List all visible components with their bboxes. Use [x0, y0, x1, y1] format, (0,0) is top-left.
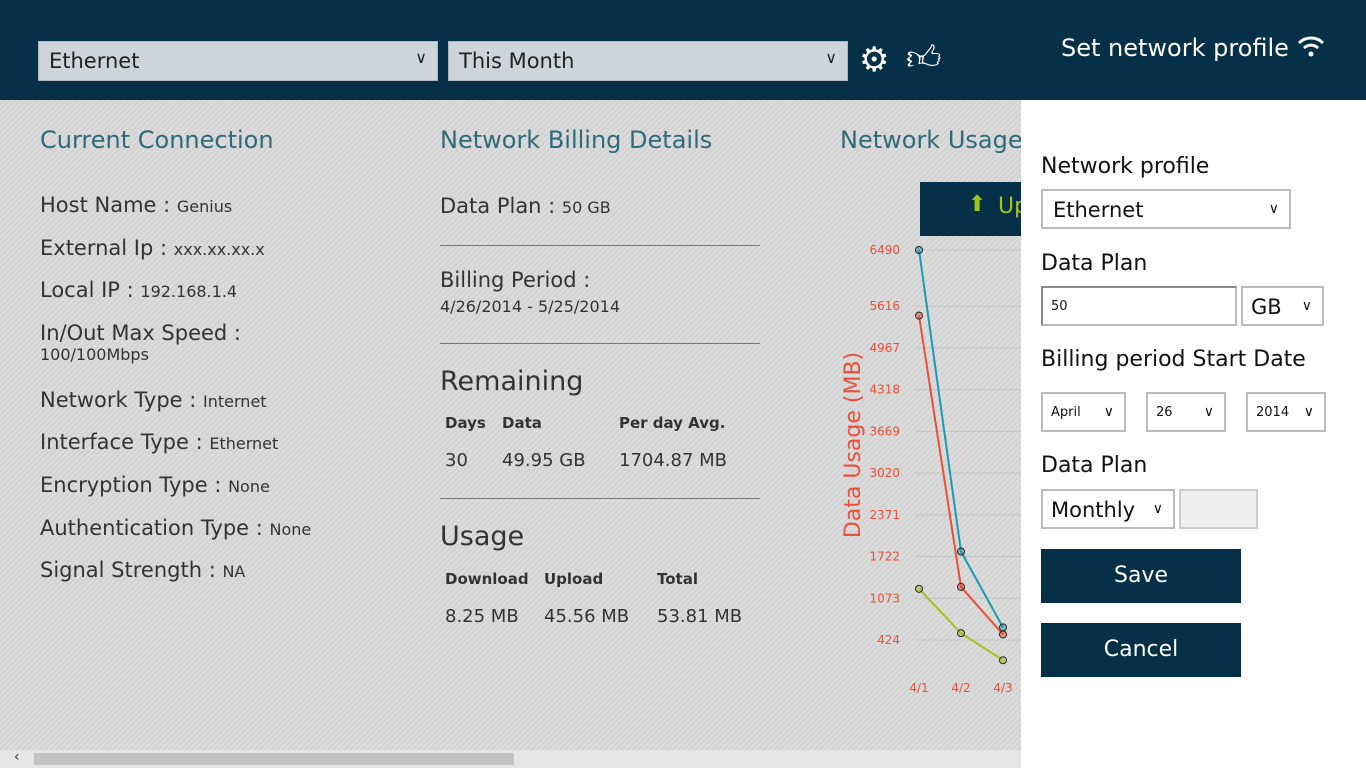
plan-unit-select[interactable]: GB ∨	[1241, 286, 1324, 326]
series-line	[918, 588, 1004, 662]
top-bar: Ethernet ∨ This Month ∨ ⚙ 👍︎ Set network p…	[0, 0, 1366, 100]
data-point	[999, 656, 1007, 665]
x-tick-label: 4/3	[993, 681, 1012, 695]
cancel-button[interactable]: Cancel	[1041, 623, 1241, 677]
y-tick-label: 4318	[869, 383, 900, 397]
data-header: Data	[502, 414, 542, 432]
current-connection-title: Current Connection	[40, 126, 274, 154]
usage-title: Usage	[440, 521, 525, 552]
y-tick-label: 5616	[869, 299, 900, 313]
main-content: Current Connection Host Name : Genius Ext…	[0, 100, 1040, 750]
scroll-thumb[interactable]	[34, 753, 514, 765]
plan-extra-input[interactable]	[1179, 489, 1258, 529]
start-date-label: Billing period Start Date	[1041, 347, 1306, 372]
upload-button[interactable]: ⬆ Up	[920, 182, 1040, 236]
billing-title: Network Billing Details	[440, 126, 713, 154]
set-profile-title: Set network profile	[1061, 34, 1289, 62]
data-point	[999, 630, 1007, 639]
billing-period-label: Billing Period :	[440, 268, 591, 292]
gear-icon[interactable]: ⚙	[859, 40, 890, 80]
connection-row: External Ip : xxx.xx.xx.x	[40, 236, 265, 260]
chevron-down-icon: ∨	[1103, 404, 1114, 420]
chevron-down-icon: ∨	[1268, 201, 1279, 217]
network-select[interactable]: Ethernet ∨	[38, 41, 438, 81]
total-value: 53.81 MB	[657, 606, 743, 627]
connection-row: Interface Type : Ethernet	[40, 430, 279, 454]
scroll-left-icon[interactable]: ‹	[14, 749, 20, 765]
data-value: 49.95 GB	[502, 450, 586, 471]
download-value: 8.25 MB	[445, 606, 519, 627]
download-header: Download	[445, 570, 529, 588]
connection-row: Signal Strength : NA	[40, 558, 246, 582]
data-plan-row: Data Plan : 50 GB	[440, 194, 611, 218]
month-select[interactable]: April ∨	[1041, 392, 1126, 432]
y-tick-label: 424	[877, 633, 900, 647]
day-select[interactable]: 26 ∨	[1146, 392, 1226, 432]
period-select[interactable]: This Month ∨	[448, 41, 848, 81]
y-tick-label: 2371	[869, 508, 900, 522]
data-point	[915, 246, 923, 254]
avg-header: Per day Avg.	[619, 414, 726, 432]
plan-type-label: Data Plan	[1041, 453, 1148, 478]
connection-row: Authentication Type : None	[40, 516, 312, 540]
divider	[440, 245, 760, 246]
data-point	[957, 582, 965, 591]
data-point	[999, 623, 1007, 632]
connection-row: Host Name : Genius	[40, 193, 233, 217]
thumbs-up-icon[interactable]: 👍︎	[906, 38, 942, 78]
billing-period-value: 4/26/2014 - 5/25/2014	[440, 297, 621, 316]
x-tick-label: 4/2	[951, 681, 970, 695]
connection-row: Local IP : 192.168.1.4	[40, 278, 238, 302]
days-header: Days	[445, 414, 486, 432]
plan-input[interactable]: 50	[1041, 286, 1237, 326]
chevron-down-icon: ∨	[825, 48, 837, 67]
year-select[interactable]: 2014 ∨	[1246, 392, 1326, 432]
upload-value: 45.56 MB	[544, 606, 630, 627]
y-tick-label: 3669	[869, 424, 900, 438]
arrow-up-icon: ⬆	[968, 192, 987, 217]
divider	[440, 343, 760, 344]
x-tick-label: 4/1	[909, 681, 928, 695]
network-usage-title: Network Usage	[840, 126, 1023, 154]
connection-row: In/Out Max Speed : 100/100Mbps	[40, 321, 241, 364]
y-tick-label: 3020	[869, 466, 900, 480]
profile-label: Network profile	[1041, 154, 1210, 179]
plan-label: Data Plan	[1041, 251, 1148, 276]
days-value: 30	[445, 450, 468, 471]
connection-row: Network Type : Internet	[40, 388, 267, 412]
chevron-down-icon: ∨	[1303, 404, 1314, 420]
avg-value: 1704.87 MB	[619, 450, 728, 471]
wifi-icon	[1297, 36, 1325, 57]
profile-select[interactable]: Ethernet ∨	[1041, 189, 1291, 229]
y-tick-label: 4967	[869, 341, 900, 355]
save-button[interactable]: Save	[1041, 549, 1241, 603]
data-point	[957, 547, 965, 556]
network-profile-panel: Network profile Ethernet ∨ Data Plan 50 G…	[1021, 100, 1366, 768]
plan-type-select[interactable]: Monthly ∨	[1041, 489, 1175, 529]
upload-header: Upload	[544, 570, 604, 588]
data-point	[957, 629, 965, 638]
network-select-value: Ethernet	[49, 49, 140, 73]
y-axis-label: Data Usage (MB)	[841, 352, 866, 538]
remaining-title: Remaining	[440, 366, 584, 397]
y-tick-label: 1073	[869, 591, 900, 605]
data-point	[915, 584, 923, 593]
y-tick-label: 6490	[869, 243, 900, 257]
total-header: Total	[657, 570, 698, 588]
divider	[440, 498, 760, 499]
chevron-down-icon: ∨	[415, 48, 427, 67]
horizontal-scrollbar[interactable]: ‹	[0, 749, 1021, 768]
usage-chart: 6490 5616 4967 4318 3669 3020 2371 1722 1073 424 4…	[841, 243, 1021, 695]
y-tick-label: 1722	[869, 550, 900, 564]
connection-row: Encryption Type : None	[40, 473, 270, 497]
chevron-down-icon: ∨	[1203, 404, 1214, 420]
chevron-down-icon: ∨	[1152, 501, 1163, 517]
data-point	[915, 311, 923, 320]
chevron-down-icon: ∨	[1301, 298, 1312, 314]
period-select-value: This Month	[459, 49, 575, 73]
